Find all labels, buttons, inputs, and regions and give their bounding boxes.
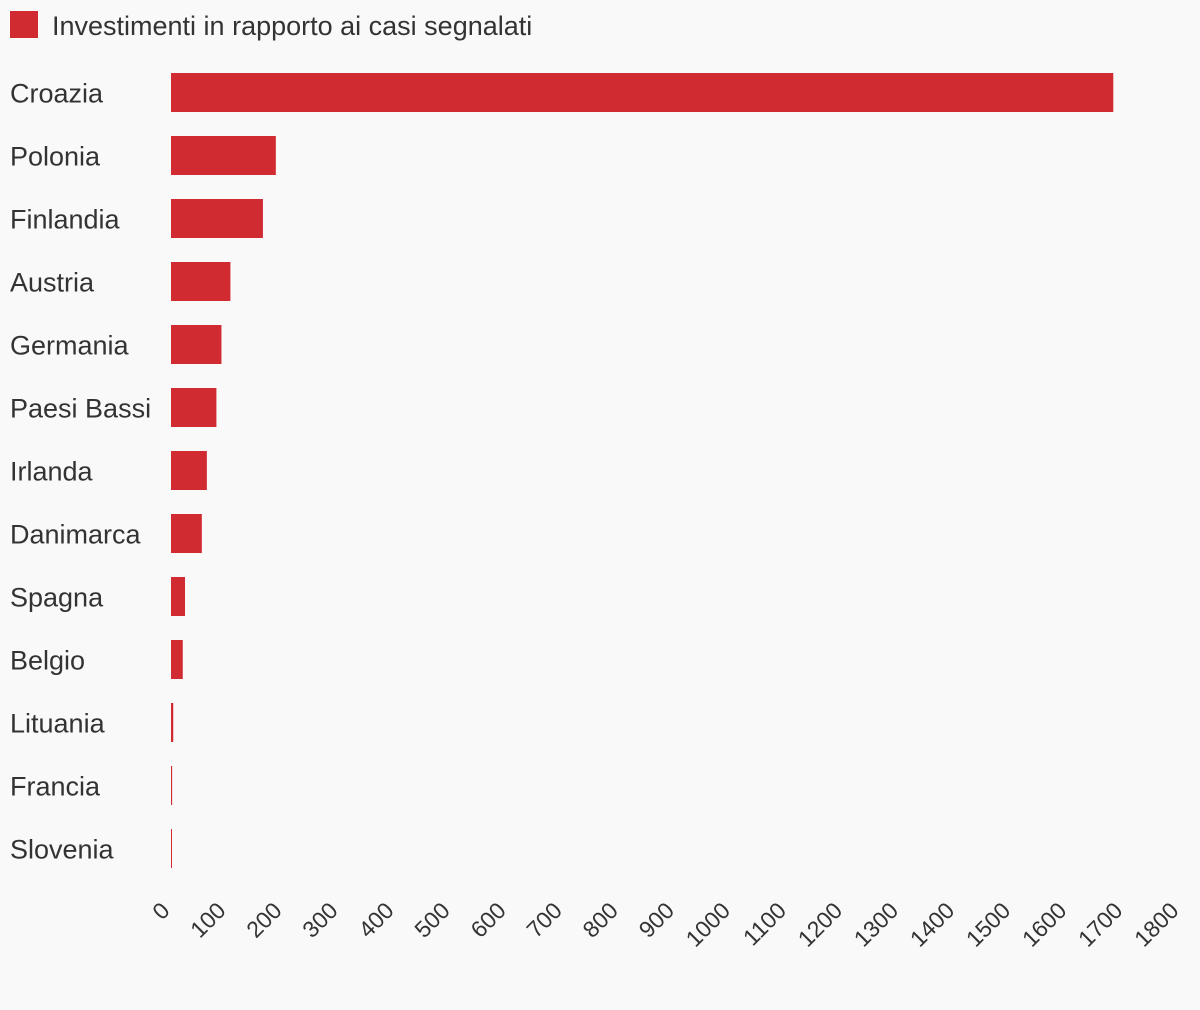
category-label: Croazia — [10, 79, 104, 109]
legend-label: Investimenti in rapporto ai casi segnala… — [52, 11, 533, 41]
x-tick-label: 200 — [241, 897, 287, 943]
x-tick-label: 1500 — [961, 897, 1016, 952]
bar — [171, 451, 207, 490]
category-labels: Croazia Polonia Finlandia Austria Germania Pa… — [10, 79, 151, 865]
x-tick-label: 600 — [465, 897, 511, 943]
category-label: Finlandia — [10, 205, 121, 235]
category-label: Irlanda — [10, 457, 94, 487]
x-tick-label: 500 — [409, 897, 455, 943]
category-label: Belgio — [10, 646, 85, 676]
bar — [171, 703, 174, 742]
bars — [171, 73, 1114, 868]
category-label: Austria — [10, 268, 95, 298]
bar — [171, 388, 217, 427]
x-tick-label: 1600 — [1017, 897, 1072, 952]
bar — [171, 514, 202, 553]
bar — [171, 640, 183, 679]
category-label: Spagna — [10, 583, 104, 613]
category-label: Germania — [10, 331, 130, 361]
bar — [171, 577, 186, 616]
bar — [171, 325, 222, 364]
x-tick-label: 1700 — [1073, 897, 1128, 952]
x-tick-label: 1400 — [905, 897, 960, 952]
legend-swatch — [10, 10, 38, 38]
bar — [171, 199, 263, 238]
category-label: Paesi Bassi — [10, 394, 151, 424]
legend: Investimenti in rapporto ai casi segnala… — [10, 10, 532, 42]
x-tick-label: 1200 — [793, 897, 848, 952]
x-tick-label: 300 — [297, 897, 343, 943]
x-tick-label: 1300 — [849, 897, 904, 952]
x-tick-label: 800 — [577, 897, 623, 943]
x-tick-label: 900 — [634, 897, 680, 943]
bar — [171, 262, 231, 301]
x-tick-label: 100 — [185, 897, 231, 943]
x-tick-label: 1800 — [1129, 897, 1184, 952]
x-axis-tick-labels: 0 100 200 300 400 500 600 700 800 900 1000 1100 1200… — [147, 897, 1183, 952]
bar — [171, 73, 1114, 112]
x-tick-label: 1000 — [681, 897, 736, 952]
category-label: Slovenia — [10, 835, 115, 865]
x-tick-label: 400 — [353, 897, 399, 943]
bar — [171, 766, 173, 805]
bar — [171, 829, 172, 868]
x-tick-label: 0 — [147, 897, 174, 924]
bar — [171, 136, 276, 175]
x-tick-label: 1100 — [738, 897, 791, 950]
category-label: Danimarca — [10, 520, 142, 550]
category-label: Francia — [10, 772, 101, 802]
category-label: Polonia — [10, 142, 101, 172]
x-tick-label: 700 — [521, 897, 567, 943]
category-label: Lituania — [10, 709, 106, 739]
